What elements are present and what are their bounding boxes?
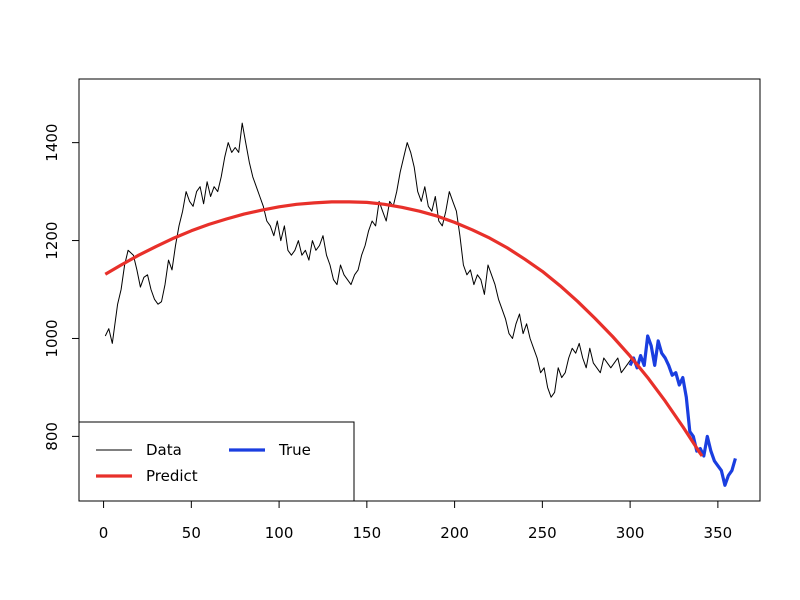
x-tick-label: 150	[353, 524, 382, 542]
y-tick-label: 1200	[43, 222, 61, 260]
legend-label-predict: Predict	[146, 467, 198, 485]
y-tick-label: 1000	[43, 319, 61, 357]
series-layer	[104, 122, 737, 487]
x-tick-label: 250	[528, 524, 557, 542]
plot-frame	[78, 78, 761, 502]
x-tick-label: 200	[440, 524, 469, 542]
legend-box	[78, 421, 355, 502]
series-line-data	[104, 122, 633, 398]
x-tick-label: 100	[265, 524, 294, 542]
x-tick-label: 350	[704, 524, 733, 542]
series-line-true	[628, 334, 737, 487]
axes-layer: 0 50 100 150 200 250 300 350 800 1000 1200 1400	[43, 78, 761, 542]
legend-label-data: Data	[146, 441, 182, 459]
legend: Data True Predict	[78, 421, 355, 502]
x-tick-label: 50	[182, 524, 201, 542]
x-tick-label: 300	[616, 524, 645, 542]
x-tick-label: 0	[99, 524, 109, 542]
y-tick-label: 1400	[43, 124, 61, 162]
y-tick-label: 800	[43, 422, 61, 451]
legend-label-true: True	[278, 441, 311, 459]
series-line-predict	[104, 200, 704, 457]
